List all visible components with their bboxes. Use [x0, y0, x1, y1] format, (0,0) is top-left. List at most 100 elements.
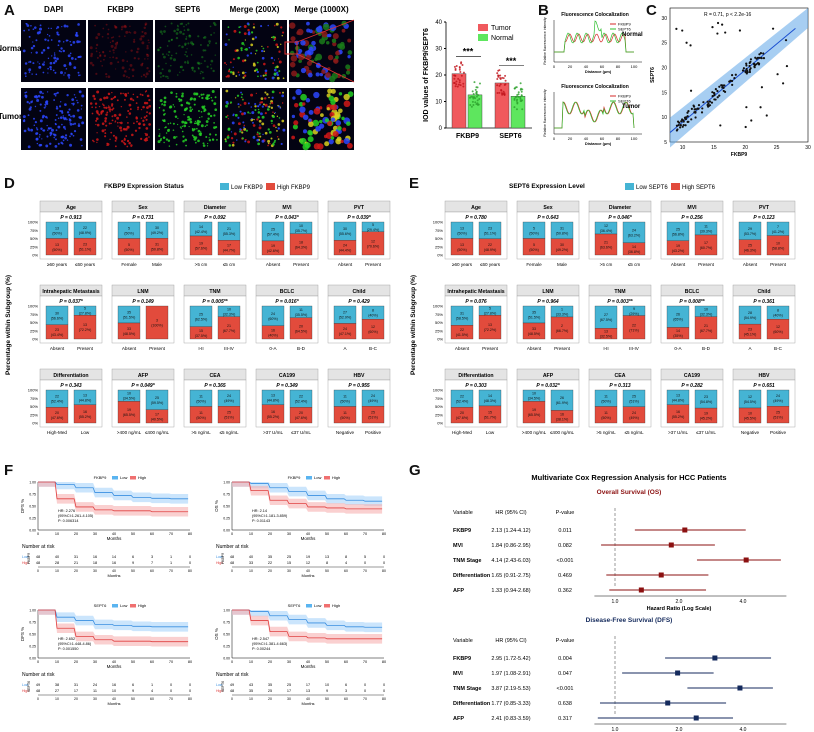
cell-dot	[209, 25, 212, 28]
cell-dot	[106, 111, 109, 114]
bar-high	[694, 407, 718, 424]
cell-dot	[109, 50, 111, 53]
cell-dot	[100, 60, 102, 63]
bar-label-low: 11	[343, 394, 347, 398]
cell-dot	[243, 44, 245, 46]
cell-dot	[75, 34, 79, 37]
cell-dot	[100, 112, 103, 115]
y-tick-label: 30	[661, 16, 667, 22]
scatter-point	[686, 115, 689, 118]
bar-point	[513, 97, 516, 100]
cell-dot	[137, 108, 139, 111]
cell-dot	[129, 108, 132, 111]
bar-label-high: 19	[676, 244, 680, 248]
cell-dot	[167, 123, 170, 125]
risk-low-count: 40	[249, 555, 253, 559]
legend-label: Tumor	[491, 25, 512, 32]
p-value: P = 0.149	[132, 299, 154, 305]
cell-dot	[264, 69, 268, 73]
cell-dot	[278, 117, 281, 119]
p-value: P = 0.032*	[536, 383, 560, 389]
scatter-point	[685, 41, 688, 44]
bar-point	[501, 76, 504, 79]
facet-title: Sex	[138, 205, 147, 211]
y-tick-label: 75%	[435, 396, 443, 401]
cell-dot	[161, 68, 164, 71]
cell-dot	[199, 116, 201, 119]
cell-dot	[32, 62, 35, 65]
x-tick-label: 20	[268, 660, 272, 664]
cell-dot	[328, 138, 334, 145]
row-header: Tumor	[0, 112, 22, 121]
cell-dot	[197, 35, 200, 38]
bar-high	[594, 233, 618, 256]
cell-dot	[36, 31, 40, 35]
risk-high-count: 48	[36, 689, 40, 693]
cell-dot	[224, 43, 228, 46]
cell-dot	[308, 131, 313, 136]
x-tick-label: 60	[600, 64, 605, 69]
cell-dot	[55, 138, 57, 141]
bar-label-high: (50.8%)	[151, 248, 164, 252]
bar-point	[453, 74, 456, 77]
y-axis-label: Percentage within Subgroup (%)	[410, 275, 417, 375]
cell-dot	[290, 55, 298, 62]
cell-dot	[37, 61, 39, 63]
cell-dot	[170, 38, 173, 41]
cell-dot	[126, 139, 130, 143]
risk-x-tick: 40	[112, 569, 116, 573]
y-tick-label: 10	[661, 115, 667, 121]
bar-label-high: (72.2%)	[484, 328, 497, 332]
bar-high	[117, 401, 141, 424]
cell-dot	[143, 26, 146, 30]
bar-label-high: 15	[199, 329, 203, 333]
cell-dot	[64, 134, 68, 137]
panel-letter-d: D	[4, 175, 15, 192]
scatter-point	[718, 94, 721, 97]
cell-dot	[330, 99, 336, 105]
bar-label-low: (48.3%)	[484, 399, 497, 403]
cell-dot	[204, 49, 207, 52]
cell-dot	[80, 104, 83, 107]
bar-label-high: 17	[227, 244, 231, 248]
risk-high-count: 10	[112, 689, 116, 693]
cell-dot	[245, 47, 248, 51]
cell-dot	[53, 93, 56, 96]
cell-dot	[227, 26, 230, 28]
bar-label-low: 5	[489, 307, 491, 311]
cell-dot	[189, 98, 192, 101]
cell-dot	[68, 108, 71, 111]
intensity-line	[554, 20, 634, 53]
cell-dot	[119, 126, 122, 130]
bar-label-low: 31	[560, 226, 564, 230]
row-hr: 3.87 (2.19-5.53)	[491, 686, 530, 692]
table-header: Variable	[453, 510, 473, 516]
bar-low	[189, 389, 213, 407]
scatter-point	[746, 69, 749, 72]
bar-label-high: 20	[55, 411, 59, 415]
risk-low-count: 5	[364, 555, 366, 559]
cell-dot	[32, 28, 35, 31]
bar-label-high: (49.2%)	[556, 248, 569, 252]
cell-dot	[109, 56, 111, 59]
bar-high	[145, 305, 169, 340]
cell-dot	[268, 96, 270, 99]
cell-dot	[254, 105, 257, 108]
cell-dot	[281, 102, 284, 104]
bar-point	[457, 83, 460, 86]
cell-dot	[347, 38, 352, 43]
row-hr: 2.13 (1.24-4.12)	[491, 528, 530, 534]
cell-dot	[241, 131, 244, 134]
cell-dot	[77, 56, 80, 59]
cell-dot	[50, 27, 52, 30]
bar-label-high: (47.1%)	[339, 332, 352, 336]
bar-point	[474, 101, 477, 104]
bar-label-low: 25	[632, 394, 636, 398]
cell-dot	[106, 32, 110, 36]
km-curve	[232, 481, 383, 510]
bar-point	[453, 77, 456, 80]
bar-label-low: 10	[532, 392, 536, 396]
bar-label-low: 8	[372, 309, 374, 313]
